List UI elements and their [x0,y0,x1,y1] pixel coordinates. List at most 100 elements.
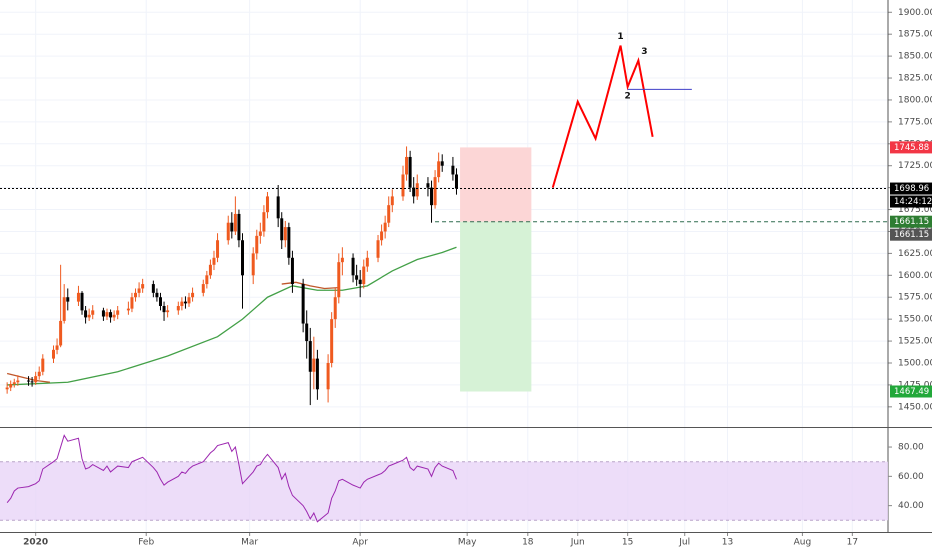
candle-body [230,222,234,232]
candle-body [51,349,55,359]
candle-body [151,284,155,293]
wave-label: 1 [617,32,623,42]
candle-body [430,187,434,206]
y-tick-label: 1900.00 [898,8,932,18]
candle-body [255,235,259,254]
y-tick-label: 40.00 [898,501,924,511]
candle-body [340,257,344,263]
x-tick-label: 2020 [23,538,48,548]
y-tick-label: 1575.00 [898,293,932,303]
price-tag [890,215,932,228]
candle-body [412,187,416,197]
candle-body [233,213,237,232]
candle-body [158,297,162,307]
rsi-band [0,461,888,521]
candle-body [437,161,441,178]
target-zone [460,221,532,392]
price-tag [890,195,932,208]
candle-body [451,165,455,175]
y-tick-label: 1725.00 [898,161,932,171]
candle-body [41,358,45,372]
candle-body [27,380,31,382]
candle-body [134,292,138,298]
candle-body [130,297,134,309]
price-tag-label: 1467.49 [894,387,929,397]
candle-body [262,212,266,232]
price-tag-label: 1661.15 [894,230,929,240]
x-tick-label: Jul [678,538,690,548]
price-tag [890,141,932,154]
candle-body [166,310,170,313]
candle-body [112,314,116,318]
candle-body [308,341,312,372]
candle-body [62,297,66,321]
candle-body [116,310,120,315]
candle-body [87,314,91,318]
candle-body [37,371,41,377]
rsi-line [6,434,457,523]
x-tick-label: Aug [794,538,812,548]
y-tick-label: 1675.00 [898,205,932,215]
candle-body [208,264,212,276]
candle-body [141,284,145,289]
y-tick-label: 80.00 [898,443,924,453]
stop-zone [460,147,532,222]
candle-body [283,227,287,241]
candle-body [330,319,334,363]
y-tick-label: 1850.00 [898,52,932,62]
x-tick-label: 15 [622,538,633,548]
candle-body [66,297,70,302]
candle-body [362,266,366,285]
wave-label: 3 [641,47,647,57]
wave-label: 2 [625,91,631,101]
y-tick-label: 60.00 [898,472,924,482]
candle-body [16,380,20,383]
candle-body [251,253,255,276]
price-tag [890,182,932,195]
y-tick-label: 1525.00 [898,337,932,347]
candle-body [280,218,284,241]
candle-body [351,257,355,276]
y-tick-label: 1600.00 [898,271,932,281]
candle-body [258,231,262,236]
candle-body [12,382,16,385]
candle-body [337,262,341,298]
candle-body [34,376,38,383]
candle-body [333,297,337,320]
candle-body [30,381,34,383]
x-tick-label: Feb [138,538,154,548]
candle-body [383,222,387,232]
y-tick-label: 1875.00 [898,30,932,40]
y-tick-label: 1775.00 [898,117,932,127]
candle-body [91,310,95,315]
candle-body [105,312,109,317]
candle-body [326,362,330,390]
candle-body [187,297,191,304]
candle-body [155,292,159,298]
price-tag [890,228,932,241]
candle-body [80,292,84,311]
candle-body [315,358,319,390]
x-tick-label: 17 [847,538,858,548]
price-tag-label: 1661.15 [894,217,929,227]
x-tick-label: Jun [570,538,585,548]
candle-body [237,213,241,241]
candle-body [162,306,166,313]
price-tag-label: 14:24:12 [894,197,932,207]
candle-body [405,156,409,175]
candle-body [440,161,444,166]
x-tick-label: Mar [241,538,258,548]
candle-body [212,257,216,265]
candle-body [5,387,9,390]
candle-body [9,384,13,388]
y-tick-label: 1800.00 [898,95,932,105]
candle-body [180,301,184,307]
candle-body [109,312,113,318]
price-tag-label: 1745.88 [894,143,929,153]
candle-body [241,240,245,276]
candle-body [84,310,88,318]
candle-body [276,196,280,219]
candle-body [365,257,369,267]
candle-body [426,183,430,188]
candle-body [191,292,195,298]
